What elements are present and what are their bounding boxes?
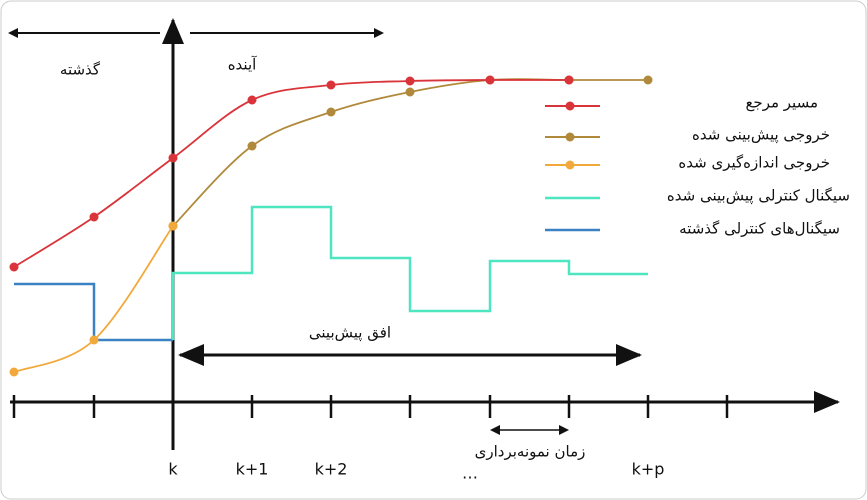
legend-text: سیگنال کنترلی پیش‌بینی شده: [667, 187, 850, 206]
predicted-output-point: [247, 141, 257, 151]
legend-marker: [565, 101, 575, 111]
legend-marker: [565, 132, 575, 142]
legend: مسیر مرجع خروجی پیش‌بینی شده خروجی انداز…: [545, 94, 850, 238]
legend-text: مسیر مرجع: [745, 94, 818, 112]
curves: [9, 75, 653, 377]
measured-output-point: [89, 335, 99, 345]
predicted-output-point: [405, 87, 415, 97]
x-label: …: [462, 464, 478, 483]
past-control: [14, 282, 173, 342]
reference-point: [89, 212, 99, 222]
reference-point: [564, 75, 574, 85]
horizon-label: افق پیش‌بینی: [309, 324, 391, 343]
measured-output-point: [168, 221, 178, 231]
reference-point: [247, 95, 257, 105]
reference-point: [485, 75, 495, 85]
reference-point: [168, 153, 178, 163]
legend-marker: [565, 160, 575, 170]
measured-output-point: [9, 367, 19, 377]
legend-text: خروجی پیش‌بینی شده: [692, 126, 830, 145]
future-label: آینده: [228, 56, 257, 74]
reference-point: [9, 262, 19, 272]
reference-point: [326, 80, 336, 90]
predicted-control: [171, 205, 648, 340]
past-label: گذشته: [60, 61, 101, 79]
sampling-label: زمان نمونه‌برداری: [475, 443, 586, 461]
legend-text: سیگنال‌های کنترلی گذشته: [679, 220, 840, 238]
predicted-output-point: [643, 75, 653, 85]
reference: [13, 79, 570, 268]
x-label: k: [168, 460, 178, 479]
reference-point: [405, 76, 415, 86]
x-label: k+p: [632, 460, 665, 479]
predicted-output-point: [326, 107, 336, 117]
ticks: [12, 395, 729, 418]
x-label: k+1: [236, 460, 269, 479]
x-label: k+2: [315, 460, 348, 479]
legend-text: خروجی اندازه‌گیری شده: [678, 154, 830, 172]
